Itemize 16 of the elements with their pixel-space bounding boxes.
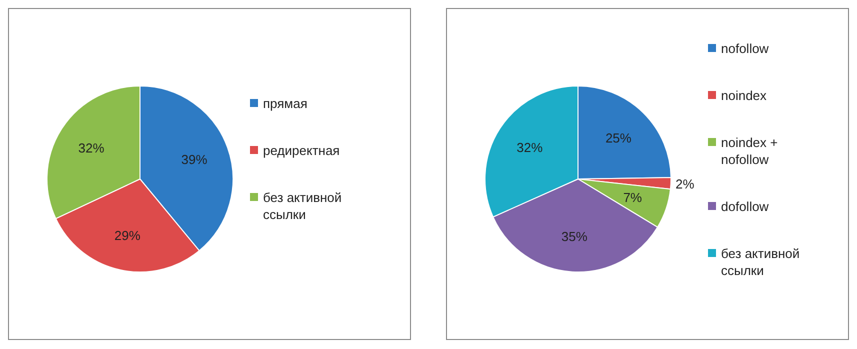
legend-label: nofollow (721, 40, 769, 56)
data-label: 32% (78, 140, 105, 156)
legend-label: noindex + nofollow (721, 134, 779, 168)
data-label: 2% (675, 176, 695, 192)
data-label: 25% (605, 130, 632, 146)
legend-label: редиректная (263, 142, 340, 159)
legend-label: без активной ссылки (721, 244, 801, 278)
legend-label: noindex (721, 86, 767, 104)
legend-label: прямая (263, 95, 308, 112)
data-label: 7% (623, 190, 642, 205)
data-label: 29% (114, 228, 141, 243)
data-label: 35% (561, 229, 588, 244)
legend-label: без активной ссылки (263, 189, 343, 223)
legend-label: dofollow (721, 198, 769, 214)
data-label: 32% (516, 140, 544, 156)
data-label: 39% (181, 152, 208, 167)
